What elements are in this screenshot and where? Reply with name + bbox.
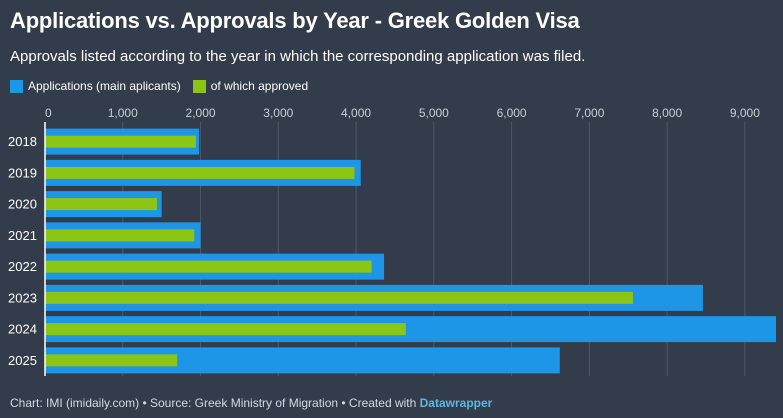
x-tick-label: 4,000	[341, 106, 371, 120]
y-category-label: 2018	[8, 134, 37, 149]
x-tick-label: 7,000	[574, 106, 604, 120]
chart-footer: Chart: IMI (imidaily.com) • Source: Gree…	[10, 396, 492, 410]
x-tick-label: 8,000	[652, 106, 682, 120]
x-tick-label: 1,000	[108, 106, 138, 120]
legend-label-approved: of which approved	[210, 79, 309, 93]
legend-item-approved: of which approved	[192, 79, 309, 93]
x-tick-label: 3,000	[263, 106, 293, 120]
x-tick-label: 5,000	[419, 106, 449, 120]
legend-item-applications: Applications (main aplicants)	[10, 79, 181, 93]
bar-approved	[45, 229, 195, 242]
legend-label-applications: Applications (main aplicants)	[28, 79, 181, 93]
footer-brand-link[interactable]: Datawrapper	[419, 396, 493, 410]
y-category-label: 2025	[8, 353, 37, 368]
bar-approved	[45, 198, 157, 211]
x-tick-label: 0	[45, 106, 52, 120]
bar-approved	[45, 323, 406, 336]
bar-approved	[45, 260, 372, 273]
legend-swatch-applications	[10, 79, 23, 93]
x-tick-label: 6,000	[497, 106, 527, 120]
bar-chart: 0 1,000 2,000 3,000 4,000 5,000 6,000 7,000 8,00…	[8, 106, 776, 376]
bar-approved	[45, 354, 178, 367]
legend-swatch-approved	[192, 79, 206, 93]
y-category-label: 2024	[8, 322, 37, 337]
x-tick-label: 9,000	[730, 106, 760, 120]
y-category-label: 2019	[8, 165, 37, 180]
chart-subtitle: Approvals listed according to the year i…	[10, 48, 586, 65]
bar-approved	[45, 291, 633, 304]
footer-credits: Chart: IMI (imidaily.com) • Source: Gree…	[10, 396, 420, 410]
legend: Applications (main aplicants) of which a…	[10, 79, 320, 93]
bar-approved	[45, 135, 196, 148]
y-category-label: 2020	[8, 197, 37, 212]
bar-approved	[45, 166, 355, 179]
chart-title: Applications vs. Approvals by Year - Gre…	[10, 8, 580, 33]
y-category-label: 2022	[8, 259, 37, 274]
y-category-label: 2023	[8, 290, 37, 305]
y-category-label: 2021	[8, 228, 37, 243]
x-tick-label: 2,000	[186, 106, 216, 120]
